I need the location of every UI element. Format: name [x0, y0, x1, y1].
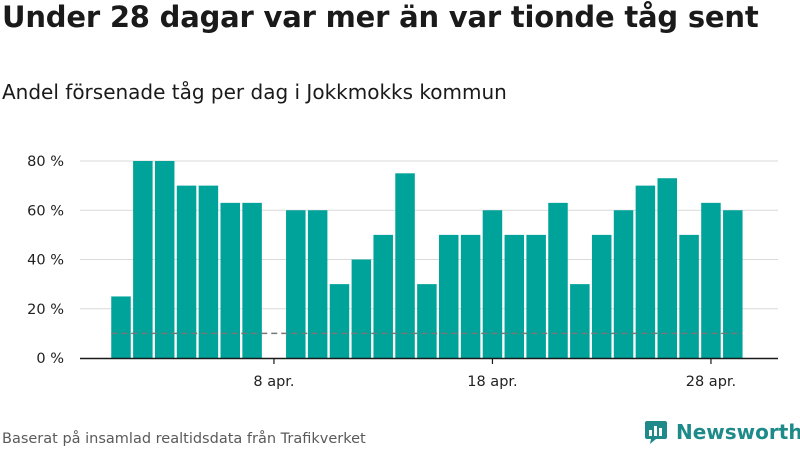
bar: [439, 234, 459, 358]
chart-subtitle: Andel försenade tåg per dag i Jokkmokks …: [2, 80, 507, 104]
bar: [220, 202, 240, 358]
y-tick-label: 0 %: [36, 351, 64, 367]
bar: [526, 234, 546, 358]
bar: [504, 234, 525, 358]
bar: [242, 202, 262, 358]
bar: [198, 185, 219, 358]
bar: [329, 284, 350, 358]
bar: [417, 284, 437, 358]
y-tick-label: 80 %: [27, 154, 64, 170]
bar: [373, 234, 393, 358]
bar: [548, 202, 568, 358]
bar: [570, 284, 590, 358]
bar: [657, 178, 677, 358]
bar: [351, 259, 372, 358]
y-tick-label: 20 %: [27, 302, 64, 318]
bar: [286, 210, 306, 358]
x-tick-label: 8 apr.: [253, 374, 294, 390]
bar: [635, 185, 656, 358]
bar: [482, 210, 503, 358]
x-tick-label: 18 apr.: [467, 374, 517, 390]
bar: [395, 173, 415, 358]
bar: [723, 210, 743, 358]
bar: [591, 234, 612, 358]
brand-logo: Newsworthy: [644, 420, 800, 444]
axes: 0 % 20 % 40 % 60 % 80 % 8 apr. 18 apr. 28 apr.: [27, 154, 778, 390]
bar: [133, 161, 153, 358]
newsworthy-logo-icon: [645, 421, 667, 444]
bar: [111, 296, 131, 358]
bars: [111, 161, 743, 358]
source-note: Baserat på insamlad realtidsdata från Tr…: [2, 431, 366, 447]
bar: [613, 210, 634, 358]
bar: [701, 202, 721, 358]
bar: [307, 210, 328, 358]
x-tick-label: 28 apr.: [686, 374, 736, 390]
chart-title: Under 28 dagar var mer än var tionde tåg…: [2, 0, 759, 34]
brand-name: Newsworthy: [676, 420, 800, 444]
y-tick-label: 40 %: [27, 253, 64, 269]
bar: [679, 234, 699, 358]
bar: [154, 161, 175, 358]
y-tick-label: 60 %: [27, 203, 64, 219]
bar: [460, 234, 481, 358]
bar: [176, 185, 197, 358]
